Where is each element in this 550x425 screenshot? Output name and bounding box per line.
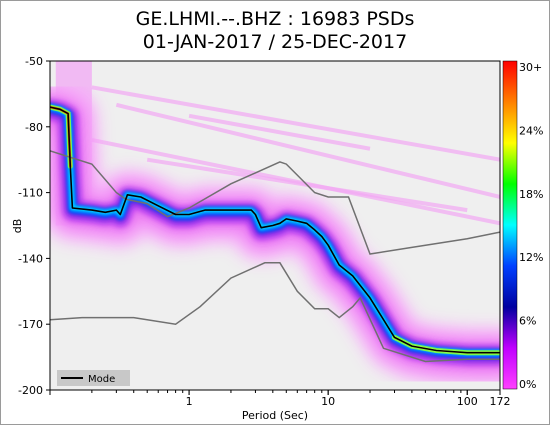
x-tick-label: 1 xyxy=(186,395,193,408)
y-axis: -50 -80 -110 -140 -170 -200 xyxy=(18,55,50,397)
y-tick-label: -170 xyxy=(18,318,43,331)
colorbar-tick-label: 0% xyxy=(519,378,536,391)
density-outlier-band xyxy=(91,85,500,162)
colorbar-tick-label: 24% xyxy=(519,124,543,137)
colorbar-tick-label: 18% xyxy=(519,188,543,201)
density-outlier-band xyxy=(115,102,500,199)
x-tick-label: 172 xyxy=(490,395,511,408)
y-tick-label: -140 xyxy=(18,252,43,265)
x-tick-label: 10 xyxy=(321,395,335,408)
noise-model-nlnm xyxy=(50,262,500,363)
colorbar-labels: 30+ 24% 18% 12% 6% 0% xyxy=(519,61,543,391)
colorbar-tick-label: 30+ xyxy=(519,61,542,74)
y-tick-label: -50 xyxy=(25,55,43,68)
colorbar-tick-label: 12% xyxy=(519,251,543,264)
mode-line xyxy=(50,106,500,354)
y-tick-label: -110 xyxy=(18,187,43,200)
y-axis-label: dB xyxy=(11,219,24,234)
y-tick-label: -200 xyxy=(18,384,43,397)
legend-mode-label: Mode xyxy=(88,374,115,385)
legend: Mode xyxy=(57,370,130,386)
density-outlier-band xyxy=(188,113,371,151)
mode-series xyxy=(50,106,500,354)
x-axis: 1 10 100 172 xyxy=(49,390,511,408)
colorbar xyxy=(502,60,518,390)
x-axis-label: Period (Sec) xyxy=(242,409,308,422)
y-tick-label: -80 xyxy=(25,121,43,134)
x-tick-label: 100 xyxy=(457,395,478,408)
plot-border xyxy=(49,60,501,391)
chart-subtitle: 01-JAN-2017 / 25-DEC-2017 xyxy=(142,31,408,53)
chart-title: GE.LHMI.--.BHZ : 16983 PSDs xyxy=(135,8,415,30)
legend-box xyxy=(57,370,130,386)
colorbar-tick-label: 6% xyxy=(519,315,536,328)
